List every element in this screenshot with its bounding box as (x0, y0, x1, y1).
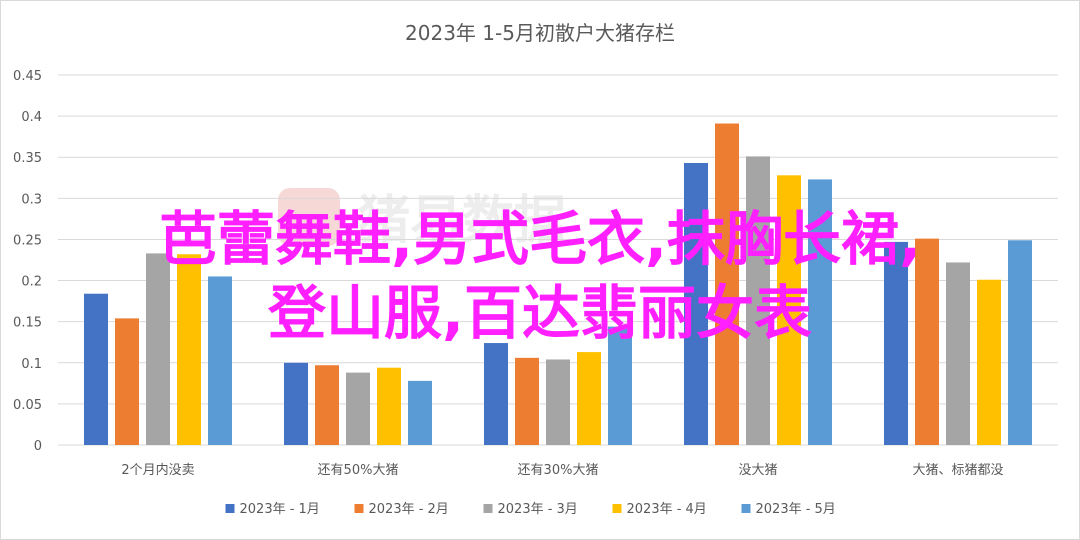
bar (315, 365, 339, 445)
bar (515, 357, 539, 445)
legend-label: 2023年 - 5月 (756, 502, 836, 517)
legend-label: 2023年 - 3月 (498, 502, 578, 517)
bar (1008, 240, 1032, 445)
y-tick-label: 0.2 (21, 275, 42, 290)
x-tick-label: 没大猪 (738, 463, 777, 478)
legend-swatch (612, 504, 622, 513)
bar (377, 367, 401, 445)
legend-swatch (741, 504, 751, 513)
bar (284, 362, 308, 445)
legend-label: 2023年 - 2月 (369, 502, 449, 517)
bar (177, 254, 201, 445)
bar (946, 262, 970, 445)
bar (746, 156, 770, 445)
bar (546, 359, 570, 445)
x-axis-labels: 2个月内没卖 还有50%大猪 还有30%大猪 没大猪 大猪、标猪都没 (121, 462, 1003, 478)
watermark-logo (278, 188, 340, 246)
watermark: 猪易数据 (278, 188, 566, 251)
y-axis-ticks: 0 0.05 0.1 0.15 0.2 0.25 0.3 0.35 0.4 0.45 (13, 69, 42, 454)
bars (84, 123, 1032, 446)
x-tick-label: 还有50%大猪 (318, 463, 399, 478)
legend-label: 2023年 - 4月 (627, 502, 707, 517)
x-tick-label: 还有30%大猪 (518, 463, 599, 478)
bar (115, 318, 139, 445)
bar (884, 241, 908, 445)
y-tick-label: 0.35 (13, 151, 42, 166)
y-tick-label: 0.05 (13, 398, 42, 413)
bar (208, 276, 232, 445)
bar (715, 123, 739, 445)
watermark-text: 猪易数据 (358, 191, 566, 251)
bar (146, 253, 170, 445)
legend-swatch (354, 504, 364, 513)
y-tick-label: 0.45 (13, 69, 42, 84)
legend-swatch (225, 504, 235, 513)
y-tick-label: 0 (34, 439, 42, 454)
overlay-text-line-2: 登山服,百达翡丽女表 (267, 279, 813, 347)
legend-label: 2023年 - 1月 (240, 502, 320, 517)
y-tick-label: 0.4 (21, 110, 42, 125)
y-tick-label: 0.1 (21, 357, 42, 372)
y-tick-label: 0.15 (13, 316, 42, 331)
bar (408, 380, 432, 445)
y-tick-label: 0.3 (21, 192, 42, 207)
bar (777, 175, 801, 446)
x-tick-label: 大猪、标猪都没 (912, 463, 1003, 478)
x-tick-label: 2个月内没卖 (121, 462, 194, 478)
bar (608, 326, 632, 445)
bar (684, 162, 708, 445)
bar (915, 238, 939, 445)
bar (577, 352, 601, 445)
overlay-text-line-1: 芭蕾舞鞋,男式毛衣,抹胸长裙, (158, 205, 922, 273)
bar (346, 372, 370, 445)
y-tick-label: 0.25 (13, 233, 42, 248)
chart-title: 2023年 1-5月初散户大猪存栏 (405, 21, 675, 45)
bar (977, 279, 1001, 445)
bar (84, 293, 108, 445)
legend: 2023年 - 1月 2023年 - 2月 2023年 - 3月 2023年 - 4月… (225, 502, 836, 517)
legend-swatch (483, 504, 493, 513)
bar (484, 343, 508, 445)
bar (808, 179, 832, 445)
